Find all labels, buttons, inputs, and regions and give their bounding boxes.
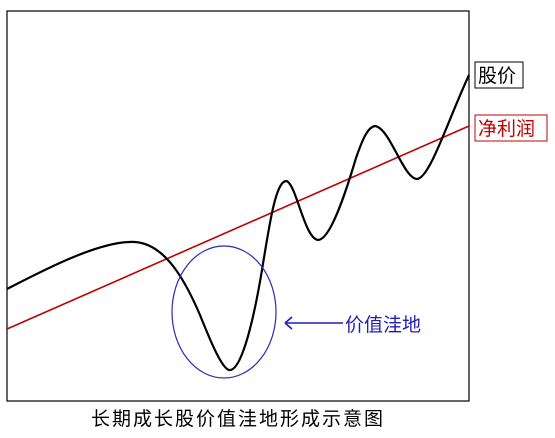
price-curve	[6, 74, 470, 372]
value-dip-label: 价值洼地	[345, 314, 421, 336]
price-label: 股价	[478, 65, 516, 87]
price-label-box	[474, 61, 524, 89]
plot-frame	[6, 10, 470, 402]
diagram-caption: 长期成长股价值洼地形成示意图	[91, 408, 385, 430]
profit-label: 净利润	[478, 118, 535, 140]
profit-label-box	[474, 114, 548, 142]
annotation-arrow-head	[284, 316, 293, 330]
value-dip-circle	[171, 245, 277, 379]
profit-trend-line	[6, 125, 470, 330]
